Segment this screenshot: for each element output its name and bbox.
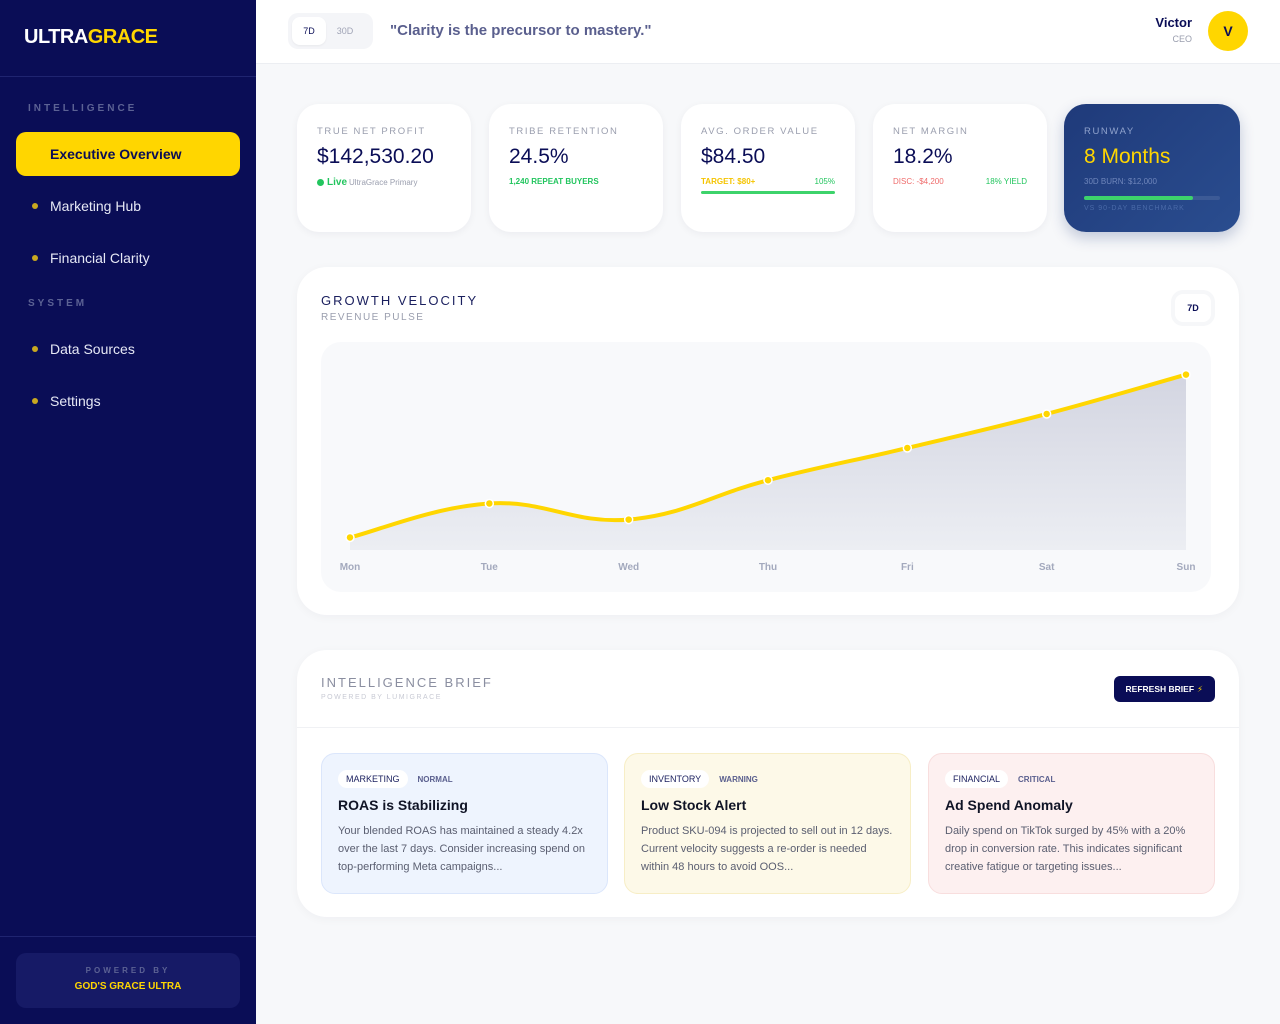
powered-by-box: POWERED BY GOD'S GRACE ULTRA bbox=[16, 953, 240, 1008]
user-role: CEO bbox=[1172, 34, 1192, 44]
severity-badge: CRITICAL bbox=[1018, 774, 1056, 784]
x-axis-label: Sat bbox=[1039, 562, 1055, 573]
bullet-icon bbox=[32, 255, 38, 261]
sidebar-item-marketing-hub[interactable]: Marketing Hub bbox=[16, 184, 240, 228]
intelligence-brief-panel: INTELLIGENCE BRIEF POWERED BY LUMIGRACE … bbox=[297, 650, 1239, 917]
bullet-icon bbox=[32, 203, 38, 209]
live-status-icon bbox=[317, 179, 324, 186]
x-axis-label: Sun bbox=[1177, 562, 1196, 573]
chart-range-button[interactable]: 7D bbox=[1175, 294, 1211, 322]
divider bbox=[297, 727, 1239, 728]
x-axis-label: Fri bbox=[901, 562, 914, 573]
logo[interactable]: ULTRAGRACE bbox=[24, 26, 158, 48]
severity-badge: WARNING bbox=[719, 774, 758, 784]
brief-card-marketing[interactable]: MARKETING NORMAL ROAS is Stabilizing Your… bbox=[321, 753, 608, 894]
panel-title: GROWTH VELOCITY bbox=[321, 293, 479, 308]
panel-title: INTELLIGENCE BRIEF bbox=[321, 675, 493, 690]
data-point[interactable] bbox=[763, 475, 773, 485]
kpi-card-runway: RUNWAY 8 Months 30D BURN: $12,000 VS 90-… bbox=[1064, 104, 1240, 232]
range-toggle: 7D 30D bbox=[288, 13, 373, 49]
quote-text: "Clarity is the precursor to mastery." bbox=[390, 22, 652, 39]
data-point[interactable] bbox=[623, 514, 634, 525]
aov-progress-bar bbox=[701, 191, 835, 194]
sidebar-item-executive-overview[interactable]: Executive Overview bbox=[16, 132, 240, 176]
refresh-brief-button[interactable]: REFRESH BRIEF ⚡ bbox=[1113, 676, 1215, 702]
sidebar: ULTRAGRACE INTELLIGENCE Executive Overvi… bbox=[0, 0, 256, 1024]
section-label-system: SYSTEM bbox=[28, 298, 88, 309]
data-point[interactable] bbox=[345, 532, 355, 543]
x-axis-label: Tue bbox=[481, 562, 498, 573]
sidebar-item-data-sources[interactable]: Data Sources bbox=[16, 327, 240, 371]
user-name: Victor bbox=[1155, 15, 1192, 30]
range-7d-button[interactable]: 7D bbox=[292, 17, 326, 45]
bullet-icon bbox=[32, 398, 38, 404]
divider bbox=[0, 76, 256, 77]
runway-progress-bar bbox=[1084, 196, 1220, 200]
category-badge: MARKETING bbox=[338, 770, 408, 788]
lightning-icon: ⚡ bbox=[1197, 683, 1203, 694]
kpi-card-retention: TRIBE RETENTION 24.5% 1,240 REPEAT BUYER… bbox=[489, 104, 663, 232]
category-badge: FINANCIAL bbox=[945, 770, 1009, 788]
divider bbox=[0, 936, 256, 937]
kpi-card-aov: AVG. ORDER VALUE $84.50 TARGET: $80+ 105% bbox=[681, 104, 855, 232]
x-axis-label: Wed bbox=[618, 562, 639, 573]
avatar[interactable]: V bbox=[1208, 11, 1248, 51]
range-30d-button[interactable]: 30D bbox=[336, 26, 354, 36]
growth-velocity-panel: GROWTH VELOCITY REVENUE PULSE 7D Mon Tue W… bbox=[297, 267, 1239, 615]
brief-card-financial[interactable]: FINANCIAL CRITICAL Ad Spend Anomaly Daily… bbox=[928, 753, 1215, 894]
sidebar-item-settings[interactable]: Settings bbox=[16, 379, 240, 423]
x-axis-label: Mon bbox=[340, 562, 361, 573]
data-point[interactable] bbox=[1181, 369, 1191, 380]
sidebar-item-financial-clarity[interactable]: Financial Clarity bbox=[16, 236, 240, 280]
kpi-card-net-profit: TRUE NET PROFIT $142,530.20 Live UltraGr… bbox=[297, 104, 471, 232]
brief-card-inventory[interactable]: INVENTORY WARNING Low Stock Alert Product… bbox=[624, 753, 911, 894]
data-point[interactable] bbox=[902, 443, 913, 453]
area-chart: Mon Tue Wed Thu Fri Sat Sun bbox=[340, 369, 1196, 573]
data-point[interactable] bbox=[1041, 409, 1052, 419]
data-point[interactable] bbox=[484, 498, 495, 509]
panel-subtitle: POWERED BY LUMIGRACE bbox=[321, 694, 442, 701]
category-badge: INVENTORY bbox=[641, 770, 710, 788]
topbar: 7D 30D "Clarity is the precursor to mast… bbox=[256, 0, 1280, 64]
severity-badge: NORMAL bbox=[417, 774, 453, 784]
section-label-intelligence: INTELLIGENCE bbox=[28, 103, 138, 114]
revenue-chart: Mon Tue Wed Thu Fri Sat Sun bbox=[321, 342, 1211, 592]
panel-subtitle: REVENUE PULSE bbox=[321, 312, 425, 323]
bullet-icon bbox=[32, 346, 38, 352]
kpi-card-net-margin: NET MARGIN 18.2% DISC: -$4,200 18% YIELD bbox=[873, 104, 1047, 232]
x-axis-label: Thu bbox=[759, 562, 777, 573]
